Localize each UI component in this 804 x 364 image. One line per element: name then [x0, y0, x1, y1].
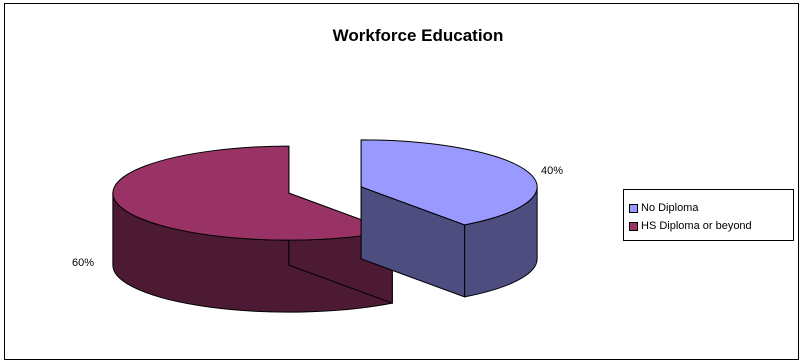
- data-label-no-diploma: 40%: [541, 165, 563, 177]
- legend-entry-hs-diploma: HS Diploma or beyond: [629, 219, 752, 233]
- legend-swatch-hs-diploma: [629, 221, 638, 231]
- data-label-hs-diploma: 60%: [72, 257, 94, 269]
- pie-chart: 40% 60%: [72, 139, 563, 313]
- pie-slice-hs-diploma: [112, 145, 395, 313]
- legend-entry-no-diploma: No Diploma: [629, 201, 698, 215]
- legend-label-hs-diploma: HS Diploma or beyond: [641, 220, 752, 232]
- pie-top-hs-diploma: [112, 145, 395, 241]
- chart-area: Workforce Education 40% 60% No Diploma HS…: [4, 3, 799, 360]
- pie-slice-no-diploma: [360, 139, 538, 298]
- legend-swatch-no-diploma: [629, 203, 638, 213]
- legend: No Diploma HS Diploma or beyond: [623, 189, 794, 241]
- chart-title: Workforce Education: [332, 26, 504, 45]
- legend-label-no-diploma: No Diploma: [641, 202, 699, 214]
- pie-top-no-diploma: [360, 139, 538, 226]
